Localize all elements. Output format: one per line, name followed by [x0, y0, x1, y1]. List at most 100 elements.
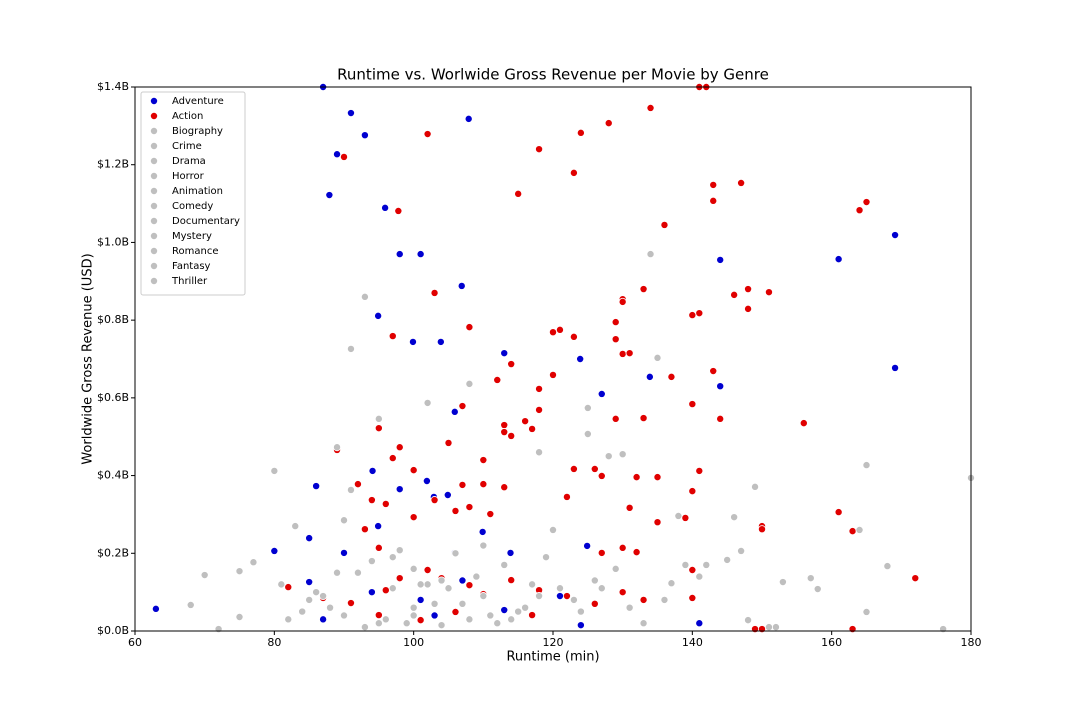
legend-label: Biography — [172, 126, 223, 137]
point — [653, 353, 662, 362]
point — [764, 288, 773, 297]
point — [465, 323, 474, 332]
point — [521, 417, 530, 426]
point — [709, 180, 718, 189]
point — [479, 456, 488, 465]
point — [465, 615, 474, 624]
plot-area — [151, 83, 976, 634]
legend-marker — [149, 201, 158, 210]
point — [625, 603, 634, 612]
point — [416, 250, 425, 259]
legend-marker — [149, 97, 158, 106]
point — [688, 487, 697, 496]
point — [319, 615, 328, 624]
point — [583, 403, 592, 412]
point — [611, 335, 620, 344]
point — [569, 464, 578, 473]
point — [381, 499, 390, 508]
point — [500, 560, 509, 569]
y-tick-label: $0.0B — [97, 624, 129, 637]
point — [695, 466, 704, 475]
point — [625, 349, 634, 358]
point — [618, 349, 627, 358]
point — [339, 516, 348, 525]
point — [346, 599, 355, 608]
point — [834, 255, 843, 264]
point — [778, 578, 787, 587]
point — [528, 424, 537, 433]
point — [562, 492, 571, 501]
point — [186, 600, 195, 609]
point — [911, 574, 920, 583]
point — [298, 607, 307, 616]
point — [618, 297, 627, 306]
point — [771, 623, 780, 632]
point — [388, 553, 397, 562]
point — [744, 285, 753, 294]
legend-marker — [149, 216, 158, 225]
point — [611, 564, 620, 573]
point — [312, 482, 321, 491]
legend-label: Comedy — [172, 201, 213, 212]
point — [333, 150, 342, 159]
point — [891, 363, 900, 372]
point — [346, 485, 355, 494]
point — [618, 450, 627, 459]
point — [862, 198, 871, 207]
point — [395, 546, 404, 555]
point — [583, 541, 592, 550]
point — [806, 574, 815, 583]
y-tick-label: $1.4B — [97, 80, 129, 93]
point — [346, 109, 355, 118]
point — [465, 581, 474, 590]
point — [625, 503, 634, 512]
point — [604, 119, 613, 128]
point — [458, 480, 467, 489]
point — [486, 611, 495, 620]
point — [374, 543, 383, 552]
point — [646, 103, 655, 112]
point — [319, 592, 328, 601]
point — [891, 231, 900, 240]
point — [660, 595, 669, 604]
point — [409, 564, 418, 573]
legend-label: Romance — [172, 246, 218, 257]
legend-label: Drama — [172, 156, 206, 167]
point — [423, 565, 432, 574]
legend-marker — [149, 231, 158, 240]
point — [500, 421, 509, 430]
point — [249, 558, 258, 567]
point — [367, 588, 376, 597]
point — [681, 513, 690, 522]
point — [381, 203, 390, 212]
point — [611, 318, 620, 327]
point — [695, 619, 704, 628]
legend-box — [140, 91, 246, 296]
point — [764, 623, 773, 632]
point — [667, 579, 676, 588]
point — [416, 595, 425, 604]
point — [360, 525, 369, 534]
point — [528, 580, 537, 589]
y-tick-label: $0.4B — [97, 469, 129, 482]
point — [618, 588, 627, 597]
point — [430, 599, 439, 608]
point — [688, 593, 697, 602]
point — [444, 584, 453, 593]
point — [235, 567, 244, 576]
point — [813, 585, 822, 594]
point — [576, 128, 585, 137]
point — [394, 206, 403, 215]
x-tick-label: 160 — [821, 636, 842, 649]
point — [514, 607, 523, 616]
legend-marker — [149, 156, 158, 165]
point — [478, 527, 487, 536]
point — [381, 586, 390, 595]
point — [555, 325, 564, 334]
point — [367, 557, 376, 566]
point — [333, 568, 342, 577]
point — [305, 595, 314, 604]
point — [639, 414, 648, 423]
point — [457, 281, 466, 290]
point — [325, 191, 334, 200]
